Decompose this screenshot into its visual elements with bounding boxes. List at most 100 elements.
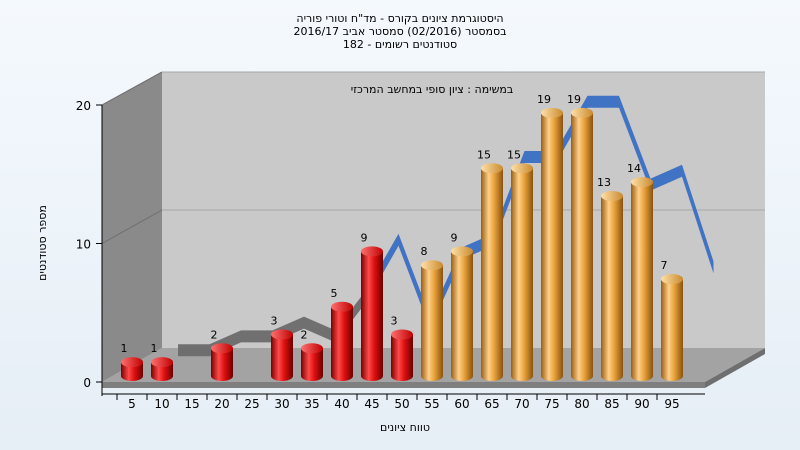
- bar-60: [451, 246, 473, 381]
- data-label-60: 9: [451, 231, 458, 244]
- bar-body-35: [301, 348, 323, 381]
- bar-top-10: [151, 357, 173, 368]
- x-tick-label-75: 75: [544, 397, 559, 411]
- chart-annotation: במשימה : ציון סופי במחשב המרכזי: [351, 83, 514, 96]
- bar-body-80: [571, 112, 593, 381]
- bars: [121, 107, 683, 381]
- data-label-70: 15: [507, 148, 521, 161]
- x-tick-label-60: 60: [454, 397, 469, 411]
- bar-body-30: [271, 334, 293, 381]
- bar-70: [511, 163, 533, 381]
- bar-body-60: [451, 251, 473, 381]
- bar-body-65: [481, 168, 503, 381]
- bar-body-45: [361, 251, 383, 381]
- y-tick-label-0: 0: [83, 376, 91, 390]
- grid-line-side-20: [101, 71, 163, 106]
- data-label-85: 13: [597, 176, 611, 189]
- bar-65: [481, 163, 503, 381]
- bar-body-40: [331, 306, 353, 381]
- y-axis-label: מספר סטודנטים: [36, 205, 49, 281]
- trend-segment-low: [178, 289, 367, 357]
- bar-20: [211, 343, 233, 381]
- bar-top-95: [661, 274, 683, 285]
- x-tick-label-10: 10: [154, 397, 169, 411]
- title-line-3: 182 - סטודנטים רשומים: [343, 38, 457, 51]
- bar-top-45: [361, 246, 383, 257]
- x-tick-label-15: 15: [184, 397, 199, 411]
- bar-5: [121, 357, 143, 381]
- bar-10: [151, 357, 173, 381]
- bar-body-70: [511, 168, 533, 381]
- bar-80: [571, 107, 593, 381]
- x-tick-label-95: 95: [664, 397, 679, 411]
- x-axis-label: טווח ציונים: [380, 421, 430, 434]
- bar-top-90: [631, 177, 653, 188]
- bar-body-85: [601, 195, 623, 381]
- bar-body-5: [121, 362, 143, 381]
- data-label-55: 8: [421, 245, 428, 258]
- bar-top-40: [331, 301, 353, 312]
- bar-top-30: [271, 329, 293, 340]
- x-tick-label-90: 90: [634, 397, 649, 411]
- bar-body-20: [211, 348, 233, 381]
- bar-top-80: [571, 107, 593, 118]
- data-label-40: 5: [331, 287, 338, 300]
- x-tick-label-40: 40: [334, 397, 349, 411]
- bar-body-95: [661, 279, 683, 381]
- grid-line-side-10: [101, 209, 163, 244]
- bar-body-90: [631, 182, 653, 381]
- floor-edge-side: [705, 348, 765, 388]
- x-tick-label-50: 50: [394, 397, 409, 411]
- bar-95: [661, 274, 683, 381]
- bar-top-75: [541, 107, 563, 118]
- data-label-10: 1: [151, 342, 158, 355]
- x-tick-label-30: 30: [274, 397, 289, 411]
- data-label-50: 3: [391, 314, 398, 327]
- bar-body-50: [391, 334, 413, 381]
- x-tick-label-20: 20: [214, 397, 229, 411]
- bar-30: [271, 329, 293, 381]
- x-tick-label-25: 25: [244, 397, 259, 411]
- bar-body-10: [151, 362, 173, 381]
- bar-top-70: [511, 163, 533, 174]
- bar-top-55: [421, 260, 443, 271]
- x-tick-label-70: 70: [514, 397, 529, 411]
- title-line-1: היסטוגרמת ציונים בקורס - מד"ח וטורי פורי…: [296, 12, 503, 25]
- data-label-80: 19: [567, 93, 581, 106]
- bar-top-85: [601, 190, 623, 201]
- x-tick-label-35: 35: [304, 397, 319, 411]
- bar-top-35: [301, 343, 323, 354]
- bar-top-20: [211, 343, 233, 354]
- x-tick-label-45: 45: [364, 397, 379, 411]
- bar-75: [541, 107, 563, 381]
- y-tick-label-10: 10: [76, 238, 91, 252]
- data-label-35: 2: [301, 328, 308, 341]
- data-labels: 1 1 2 3 2 5 9 3 8 9 15 15 19 19 13 14 7: [121, 93, 668, 355]
- bar-40: [331, 301, 353, 381]
- floor-edge: [102, 382, 705, 388]
- bar-top-50: [391, 329, 413, 340]
- bar-45: [361, 246, 383, 381]
- grid-lines: [101, 71, 765, 244]
- y-tick-label-20: 20: [76, 99, 91, 113]
- chart-title: היסטוגרמת ציונים בקורס - מד"ח וטורי פורי…: [293, 12, 506, 51]
- bar-35: [301, 343, 323, 381]
- data-label-30: 3: [271, 314, 278, 327]
- bar-90: [631, 177, 653, 381]
- bar-55: [421, 260, 443, 381]
- data-label-20: 2: [211, 328, 218, 341]
- bar-50: [391, 329, 413, 381]
- x-tick-label-65: 65: [484, 397, 499, 411]
- data-label-95: 7: [661, 259, 668, 272]
- data-label-75: 19: [537, 93, 551, 106]
- x-tick-label-55: 55: [424, 397, 439, 411]
- data-label-65: 15: [477, 148, 491, 161]
- data-label-5: 1: [121, 342, 128, 355]
- bar-85: [601, 190, 623, 381]
- data-label-90: 14: [627, 162, 641, 175]
- x-tick-label-5: 5: [128, 397, 136, 411]
- bar-body-55: [421, 265, 443, 381]
- bar-body-75: [541, 112, 563, 381]
